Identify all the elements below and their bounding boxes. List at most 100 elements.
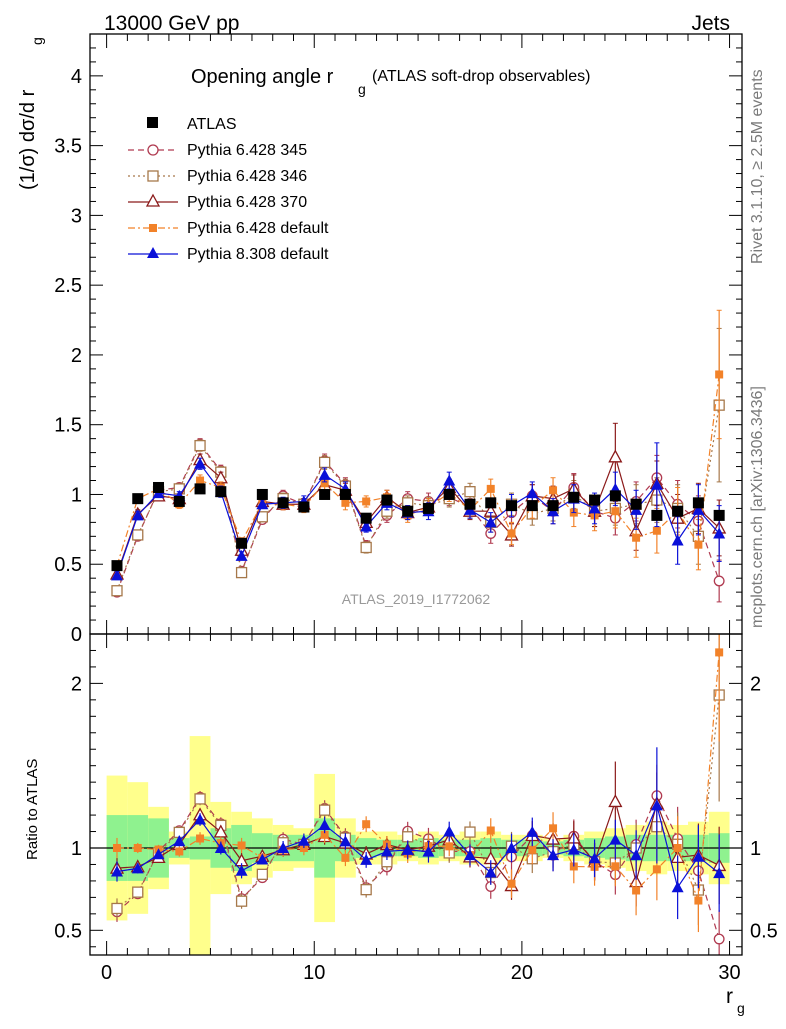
- data-point-27: [672, 505, 684, 517]
- main-point-series-4-6: [235, 549, 248, 561]
- ratio-point-series-3-10: [320, 830, 329, 839]
- data-point-29: [713, 509, 725, 521]
- main-point-series-3-25: [632, 533, 641, 542]
- legend-label-pythia6-346: Pythia 6.428 346: [187, 168, 307, 185]
- main-point-series-1-0: [111, 585, 123, 597]
- data-point-1: [132, 493, 144, 505]
- ratio-ytick-label-1: 1: [71, 838, 82, 860]
- main-line-series-4: [116, 462, 720, 576]
- ratio-point-series-4-7: [256, 853, 269, 865]
- data-point-9: [298, 501, 310, 513]
- ratio-point-series-4-19: [505, 842, 518, 853]
- main-ytick-label-0: 0: [71, 624, 82, 646]
- main-point-series-4-12: [360, 520, 373, 532]
- ratio-point-series-4-22: [567, 843, 580, 855]
- main-ytick-label-1: 0.5: [54, 554, 82, 576]
- data-point-23: [589, 494, 601, 506]
- xtick-label-3: 30: [718, 962, 740, 984]
- main-ytick-label-4: 2: [71, 345, 82, 367]
- data-point-22: [568, 491, 580, 503]
- ratio-point-series-4-23: [588, 852, 601, 864]
- ratio-point-series-0-29: [713, 933, 725, 945]
- main-point-series-3-29: [715, 370, 724, 379]
- data-point-17: [464, 498, 476, 510]
- ratio-point-series-3-3: [175, 847, 184, 856]
- ratio-panel-frame: [89, 633, 743, 956]
- ratio-ytick-label-right-1: 1: [750, 838, 761, 860]
- ratio-point-series-4-21: [547, 849, 560, 861]
- main-point-series-4-4: [194, 457, 207, 469]
- ratio-point-series-4-8: [277, 842, 290, 853]
- ratio-point-series-4-0: [110, 865, 123, 877]
- main-point-series-1-6: [235, 566, 248, 579]
- ratio-point-series-4-5: [214, 842, 227, 853]
- legend-label-pythia6-345: Pythia 6.428 345: [187, 142, 307, 159]
- data-point-7: [256, 488, 268, 500]
- data-point-28: [692, 497, 704, 509]
- main-point-series-3-18: [486, 484, 495, 493]
- ratio-point-series-1-6: [235, 895, 248, 907]
- ratio-point-series-3-0: [112, 844, 121, 852]
- ratio-ytick-label-right-2: 2: [750, 673, 761, 695]
- ratio-point-series-3-25: [632, 886, 641, 895]
- ratio-point-series-4-6: [235, 864, 248, 876]
- legend-marker-pythia6-346: [147, 170, 159, 182]
- data-point-16: [443, 488, 455, 500]
- ratio-point-series-2-24: [608, 794, 623, 808]
- data-point-20: [526, 500, 538, 512]
- main-point-series-4-23: [588, 502, 601, 514]
- ratio-point-series-1-10: [318, 804, 331, 816]
- main-point-series-2-24: [608, 449, 623, 463]
- legend-marker-pythia6-default: [149, 224, 157, 232]
- ratio-point-series-3-11: [341, 853, 350, 862]
- ratio-point-series-3-21: [549, 824, 558, 833]
- data-point-21: [547, 500, 559, 512]
- ratio-point-series-1-12: [360, 883, 372, 896]
- ratio-point-series-4-20: [526, 825, 539, 837]
- ratio-point-series-4-15: [422, 845, 435, 857]
- ratio-point-series-3-1: [133, 844, 142, 852]
- ratio-point-series-4-10: [318, 818, 331, 830]
- main-point-series-4-29: [713, 527, 726, 539]
- main-ytick-label-6: 3: [71, 205, 82, 227]
- ratio-point-series-3-16: [445, 842, 454, 851]
- main-point-series-3-21: [549, 486, 558, 495]
- data-point-12: [360, 512, 372, 524]
- main-point-series-1-12: [360, 541, 372, 554]
- plot-title-note: (ATLAS soft-drop observables): [372, 68, 590, 85]
- data-point-26: [651, 509, 663, 521]
- data-point-11: [339, 488, 351, 500]
- ratio-point-series-4-24: [609, 833, 622, 845]
- main-ytick-label-7: 3.5: [54, 136, 82, 158]
- main-point-series-1-17: [464, 486, 476, 498]
- data-point-24: [609, 490, 621, 502]
- ratio-point-series-4-14: [401, 843, 414, 855]
- legend-marker-pythia6-370: [145, 193, 161, 207]
- ratio-point-series-3-24: [611, 862, 620, 871]
- data-point-4: [194, 483, 206, 495]
- data-point-6: [236, 537, 248, 549]
- main-line-series-1: [116, 405, 720, 591]
- main-point-series-4-18: [484, 516, 497, 528]
- legend-label-pythia6-370: Pythia 6.428 370: [187, 194, 307, 211]
- ratio-point-series-3-20: [528, 845, 537, 854]
- legend-label-atlas: ATLAS: [187, 116, 237, 133]
- ratio-point-series-4-27: [671, 881, 684, 893]
- plot-title: Opening angle r: [191, 66, 334, 88]
- ratio-point-series-3-6: [237, 841, 246, 850]
- side-mcplots-label: mcplots.cern.ch [arXiv:1306.3436]: [749, 386, 766, 628]
- ratio-point-series-3-19: [507, 879, 516, 888]
- legend-marker-atlas: [147, 117, 158, 128]
- legend-marker-pythia8-default: [147, 247, 159, 258]
- main-point-series-3-19: [507, 529, 516, 538]
- main-line-series-2: [116, 454, 720, 575]
- legend: ATLAS Pythia 6.428 345 Pythia 6.428 346 …: [128, 116, 329, 263]
- legend-marker-pythia6-345: [147, 144, 159, 156]
- xlabel-subscript: g: [737, 1000, 745, 1016]
- main-point-series-3-11: [341, 498, 350, 507]
- ratio-point-series-1-4: [194, 793, 206, 805]
- ratio-point-series-4-3: [173, 835, 186, 847]
- ylabel-main-subscript: g: [29, 37, 45, 45]
- data-point-18: [485, 497, 497, 509]
- main-point-series-1-10: [318, 456, 331, 469]
